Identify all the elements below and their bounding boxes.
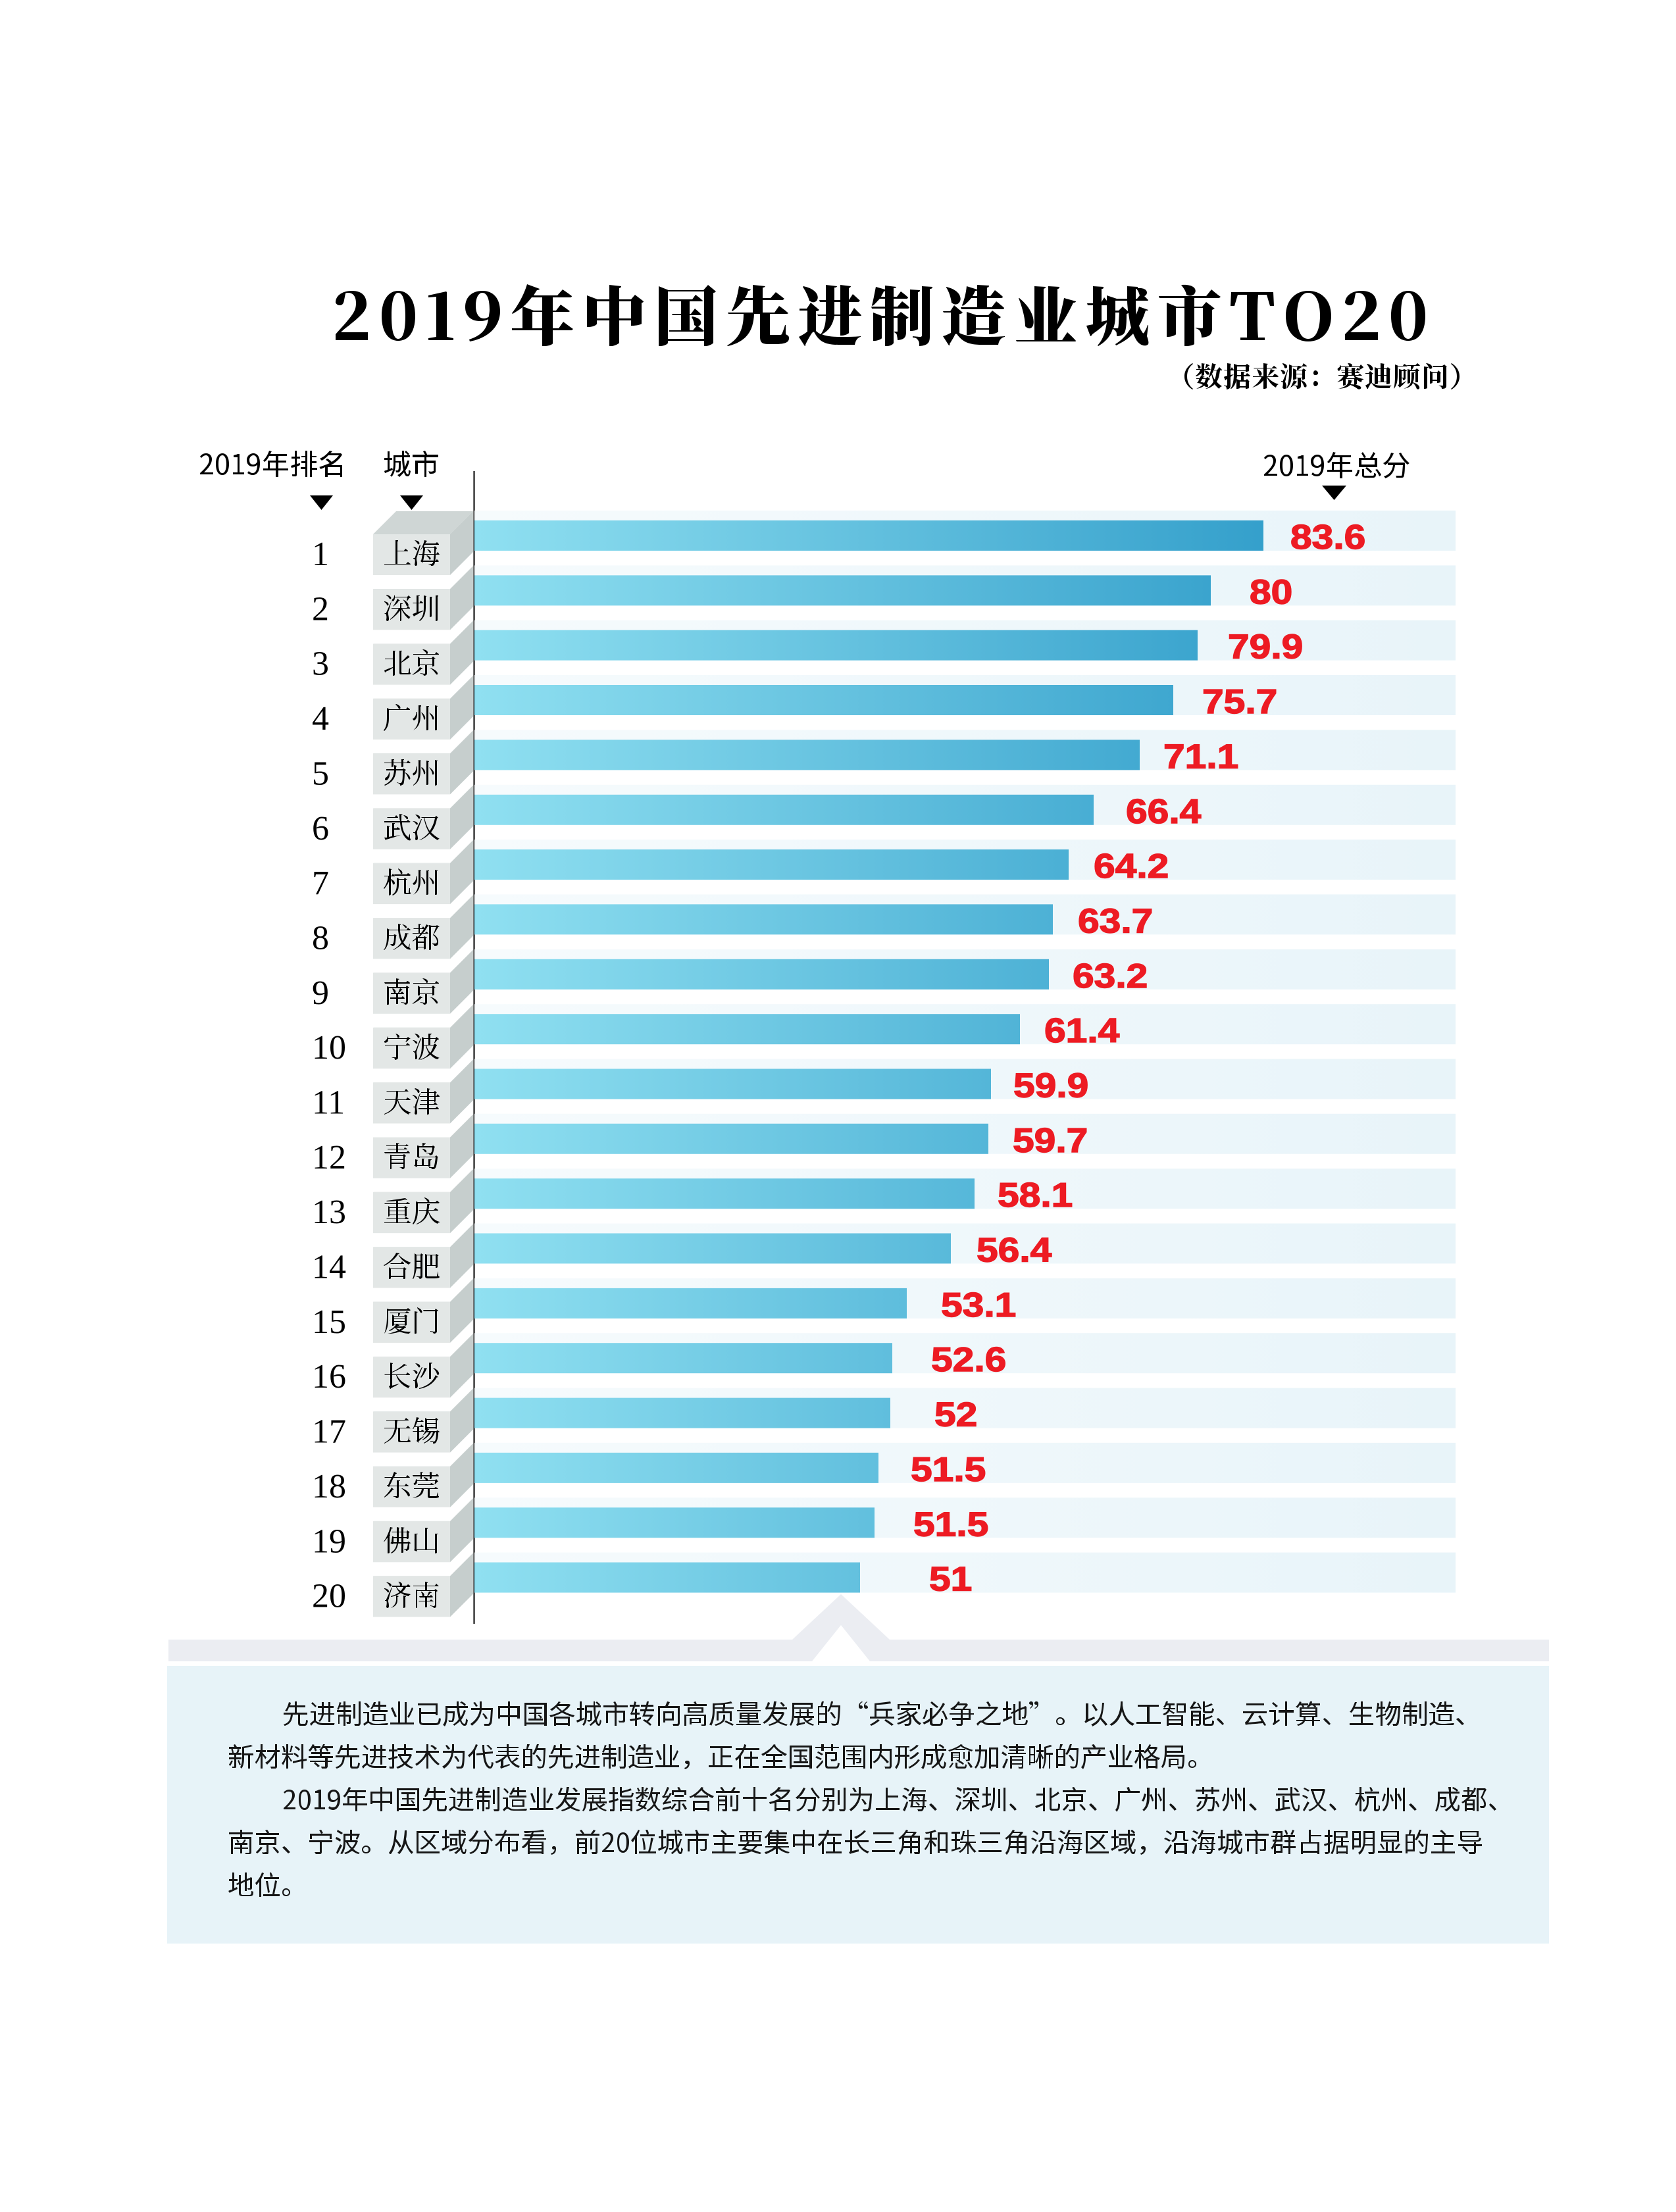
svg-text:52: 52: [934, 1395, 977, 1434]
svg-text:13: 13: [312, 1194, 346, 1231]
svg-text:64.2: 64.2: [1094, 847, 1169, 885]
svg-text:79.9: 79.9: [1228, 628, 1303, 666]
svg-text:1: 1: [312, 536, 329, 573]
svg-text:3: 3: [312, 645, 329, 683]
svg-text:19: 19: [312, 1522, 346, 1560]
svg-text:9: 9: [312, 974, 329, 1012]
svg-text:71.1: 71.1: [1163, 738, 1238, 776]
svg-text:18: 18: [312, 1468, 346, 1505]
svg-text:80: 80: [1250, 573, 1292, 611]
svg-text:15: 15: [312, 1303, 346, 1341]
svg-text:61.4: 61.4: [1044, 1011, 1119, 1049]
svg-text:11: 11: [312, 1084, 345, 1122]
svg-text:66.4: 66.4: [1126, 792, 1201, 830]
svg-text:63.2: 63.2: [1073, 957, 1148, 995]
svg-text:52.6: 52.6: [931, 1340, 1006, 1378]
svg-text:56.4: 56.4: [977, 1231, 1052, 1269]
svg-text:8: 8: [312, 919, 329, 957]
svg-text:7: 7: [312, 865, 329, 902]
svg-text:51.5: 51.5: [911, 1450, 986, 1488]
svg-text:5: 5: [312, 755, 329, 792]
svg-text:51.5: 51.5: [913, 1505, 988, 1543]
svg-text:14: 14: [312, 1249, 346, 1286]
svg-text:63.7: 63.7: [1078, 902, 1153, 940]
svg-text:53.1: 53.1: [941, 1286, 1016, 1324]
svg-text:4: 4: [312, 700, 329, 738]
svg-text:75.7: 75.7: [1202, 682, 1277, 720]
svg-text:17: 17: [312, 1413, 346, 1451]
svg-text:16: 16: [312, 1358, 346, 1395]
svg-text:51: 51: [929, 1560, 972, 1598]
svg-text:6: 6: [312, 810, 329, 847]
svg-text:2: 2: [312, 590, 329, 628]
svg-text:12: 12: [312, 1139, 346, 1176]
svg-text:59.9: 59.9: [1013, 1067, 1088, 1105]
svg-text:58.1: 58.1: [998, 1176, 1073, 1214]
svg-text:59.7: 59.7: [1013, 1121, 1088, 1159]
svg-text:20: 20: [312, 1578, 346, 1615]
svg-text:10: 10: [312, 1029, 346, 1067]
svg-text:83.6: 83.6: [1290, 518, 1365, 556]
